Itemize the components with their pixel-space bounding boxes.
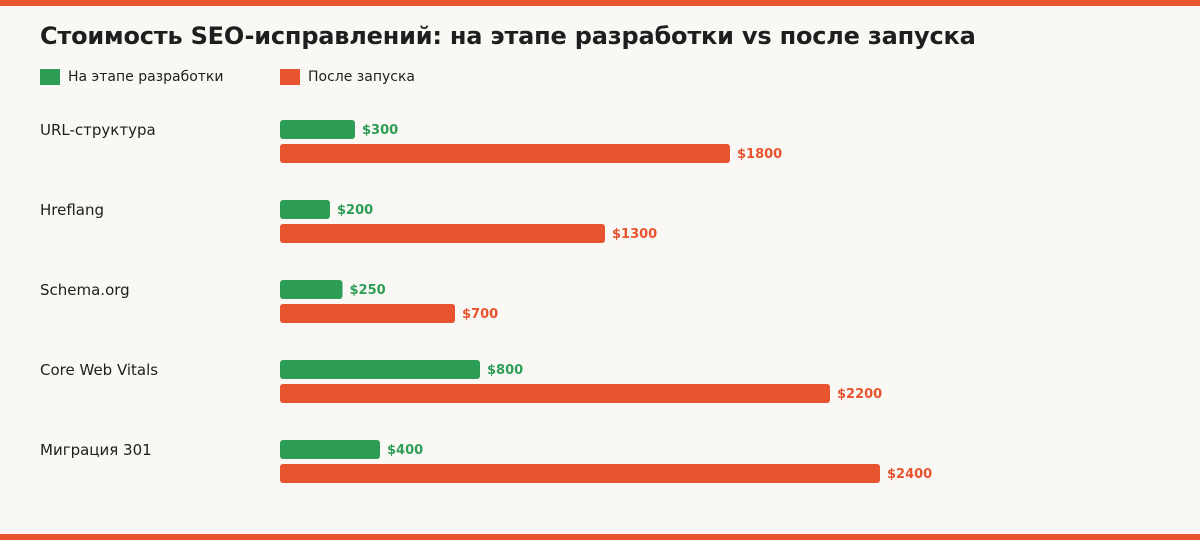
bar-dev: [280, 440, 380, 459]
value-label-post: $700: [462, 307, 498, 322]
value-label-post: $1800: [737, 147, 782, 162]
value-label-dev: $200: [337, 203, 373, 218]
value-label-dev: $400: [387, 443, 423, 458]
value-label-post: $2400: [887, 467, 932, 482]
bar-dev: [280, 200, 330, 219]
bar-post: [280, 304, 455, 323]
chart-title: Стоимость SEO-исправлений: на этапе разр…: [40, 22, 976, 50]
bar-dev: [280, 280, 343, 299]
category-label: Core Web Vitals: [40, 361, 158, 379]
category-label: Миграция 301: [40, 441, 152, 459]
bar-dev: [280, 360, 480, 379]
bar-post: [280, 384, 830, 403]
value-label-dev: $250: [350, 283, 386, 298]
category-label: URL-структура: [40, 121, 156, 139]
bottom-accent-stripe: [0, 534, 1200, 540]
bar-post: [280, 464, 880, 483]
value-label-post: $2200: [837, 387, 882, 402]
legend-swatch-post: [280, 69, 300, 85]
value-label-dev: $800: [487, 363, 523, 378]
legend-item-dev: На этапе разработки: [40, 68, 223, 86]
legend-swatch-dev: [40, 69, 60, 85]
legend-item-post: После запуска: [280, 68, 415, 86]
top-accent-stripe: [0, 0, 1200, 6]
bar-post: [280, 224, 605, 243]
value-label-post: $1300: [612, 227, 657, 242]
legend-label-dev: На этапе разработки: [68, 69, 224, 85]
value-label-dev: $300: [362, 123, 398, 138]
bar-post: [280, 144, 730, 163]
category-label: Hreflang: [40, 201, 104, 219]
legend-label-post: После запуска: [308, 69, 415, 85]
category-label: Schema.org: [40, 281, 130, 299]
bar-dev: [280, 120, 355, 139]
